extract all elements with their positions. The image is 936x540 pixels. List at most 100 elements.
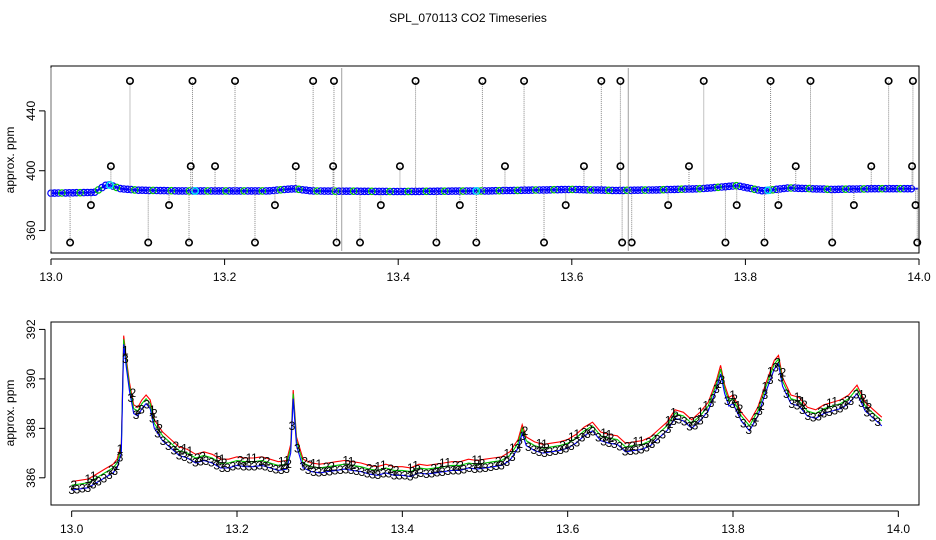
series-3-label: 3 <box>600 435 607 449</box>
series-point <box>532 186 540 194</box>
series-3-label: 3 <box>520 429 527 443</box>
outlier-mid-low <box>561 201 570 210</box>
series-1-label: 1 <box>471 453 478 467</box>
outlier-low <box>618 238 627 247</box>
series-2-label: 2 <box>237 454 244 468</box>
series-3-label: 3 <box>401 469 408 483</box>
series-point <box>521 186 529 195</box>
series-point <box>816 185 825 193</box>
series-2-label: 2 <box>559 438 566 452</box>
series-point <box>222 187 230 195</box>
series-point <box>342 187 351 196</box>
series-point <box>849 185 857 193</box>
series-point <box>196 187 205 195</box>
series-3-label: 3 <box>332 464 339 478</box>
series-2-label: 2 <box>387 462 394 476</box>
series-2-label: 2 <box>280 458 287 472</box>
series-point <box>721 182 730 191</box>
series-point <box>517 186 526 195</box>
series-point <box>429 187 438 196</box>
series-3-label: 3 <box>487 460 494 474</box>
series-point <box>692 185 701 193</box>
series-3-label: 3 <box>869 410 876 424</box>
x-tick-label: 13.6 <box>556 522 580 536</box>
series-3-label: 3 <box>407 470 414 484</box>
outlier-mid-low <box>732 201 741 210</box>
series-3-label: 3 <box>842 399 849 413</box>
x-tick-label: 13.8 <box>734 270 758 284</box>
series-2-label: 2 <box>258 454 265 468</box>
series-3-label: 3 <box>799 403 806 417</box>
series-3-label: 3 <box>735 407 742 421</box>
series-3-label: 3 <box>342 462 349 476</box>
series-point <box>480 187 489 195</box>
outlier-high <box>411 76 420 85</box>
outlier-mid-high <box>908 162 917 171</box>
outlier-high <box>699 76 708 85</box>
series-point <box>583 186 591 194</box>
series-point <box>349 187 358 196</box>
outlier-mid-high <box>186 162 195 171</box>
series-3-label: 3 <box>391 468 398 482</box>
series-3-label: 3 <box>273 463 280 477</box>
x-tick-label: 13.2 <box>213 270 237 284</box>
series-point <box>123 185 132 194</box>
series-2-label: 2 <box>135 403 142 417</box>
series-3-label: 3 <box>326 464 333 478</box>
series-point <box>174 187 183 195</box>
series-1-label: 1 <box>831 395 838 409</box>
series-3-label: 3 <box>557 443 564 457</box>
series-point <box>579 185 588 194</box>
series-3-label: 3 <box>718 373 725 387</box>
series-point <box>524 186 533 195</box>
series-3-label: 3 <box>837 402 844 416</box>
series-3-label: 3 <box>138 402 145 416</box>
series-3-label: 3 <box>772 361 779 375</box>
series-2-label: 2 <box>839 397 846 411</box>
series-1-label: 1 <box>310 456 317 470</box>
series-point <box>652 186 661 194</box>
series-3-label: 3 <box>321 465 328 479</box>
series-2-label: 2 <box>731 392 738 406</box>
series-point <box>743 184 752 192</box>
y-tick-label: 388 <box>24 418 38 438</box>
series-2-label: 2 <box>651 432 658 446</box>
series-3-label: 3 <box>536 445 543 459</box>
series-point <box>437 187 445 196</box>
series-point <box>397 187 405 196</box>
series-1-label: 1 <box>858 388 865 402</box>
series-point <box>76 188 85 197</box>
panel-bottom-frame <box>50 321 920 506</box>
outlier-high <box>908 76 917 85</box>
series-point <box>149 186 157 195</box>
series-point <box>258 187 267 195</box>
series-point <box>276 186 285 194</box>
series-point <box>510 186 518 195</box>
series-3-label: 3 <box>149 411 156 425</box>
series-point <box>72 188 81 197</box>
series-3-label: 3 <box>477 462 484 476</box>
outlier-mid-low <box>664 201 673 210</box>
outlier-high <box>125 76 134 85</box>
series-2-label: 2 <box>667 417 674 431</box>
series-point <box>225 187 234 195</box>
series-1-line <box>71 335 883 483</box>
series-point <box>528 186 537 194</box>
series-point <box>448 187 456 195</box>
series-2-label: 2 <box>409 465 416 479</box>
series-3-label: 3 <box>498 458 505 472</box>
outlier-low <box>721 238 730 247</box>
series-3-label: 3 <box>305 463 312 477</box>
series-point <box>152 186 161 195</box>
series-3-label: 3 <box>724 394 731 408</box>
series-2-label: 2 <box>817 405 824 419</box>
outlier-mid-high <box>106 162 115 171</box>
series-3-label: 3 <box>154 426 161 440</box>
series-3-label: 3 <box>117 451 124 465</box>
series-3-label: 3 <box>380 467 387 481</box>
series-3-label: 3 <box>396 468 403 482</box>
series-1-label: 1 <box>638 434 645 448</box>
series-point <box>728 182 737 190</box>
series-point <box>364 187 373 196</box>
series-3-label: 3 <box>804 409 811 423</box>
